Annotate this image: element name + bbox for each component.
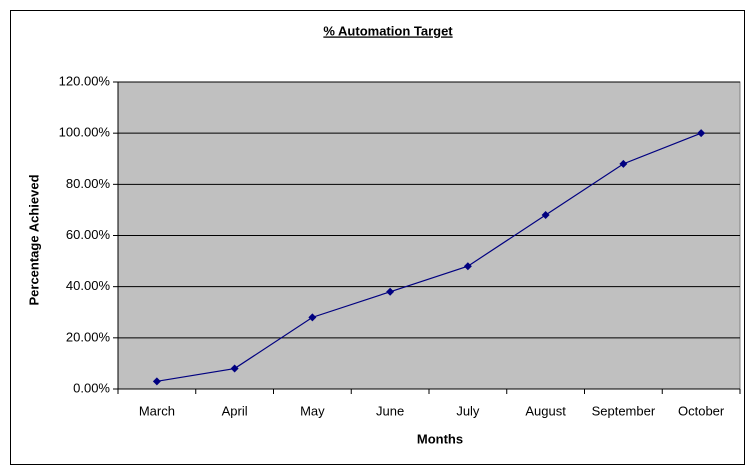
x-tick-label: October <box>678 403 725 418</box>
y-tick-label: 20.00% <box>66 329 111 344</box>
data-point <box>619 159 628 168</box>
x-tick-label: May <box>300 403 325 418</box>
y-tick-label: 120.00% <box>59 73 111 88</box>
data-point <box>152 377 161 386</box>
data-point <box>386 287 395 296</box>
data-line <box>156 132 702 382</box>
data-point <box>230 364 239 373</box>
data-point <box>463 262 472 271</box>
data-point <box>697 129 706 138</box>
x-tick-label: March <box>139 403 175 418</box>
y-tick-label: 100.00% <box>59 125 111 140</box>
x-tick-label: July <box>456 403 480 418</box>
data-point <box>308 313 317 322</box>
x-tick-label: August <box>525 403 566 418</box>
y-tick-label: 0.00% <box>73 380 110 395</box>
y-axis-label: Percentage Achieved <box>26 174 41 305</box>
chart-title: % Automation Target <box>323 23 453 38</box>
data-point <box>541 211 550 220</box>
x-axis-label: Months <box>417 431 463 446</box>
x-tick-label: April <box>222 403 248 418</box>
x-tick-label: June <box>376 403 404 418</box>
x-tick-label: September <box>592 403 656 418</box>
y-tick-label: 60.00% <box>66 227 111 242</box>
y-tick-label: 40.00% <box>66 278 111 293</box>
y-tick-label: 80.00% <box>66 176 111 191</box>
